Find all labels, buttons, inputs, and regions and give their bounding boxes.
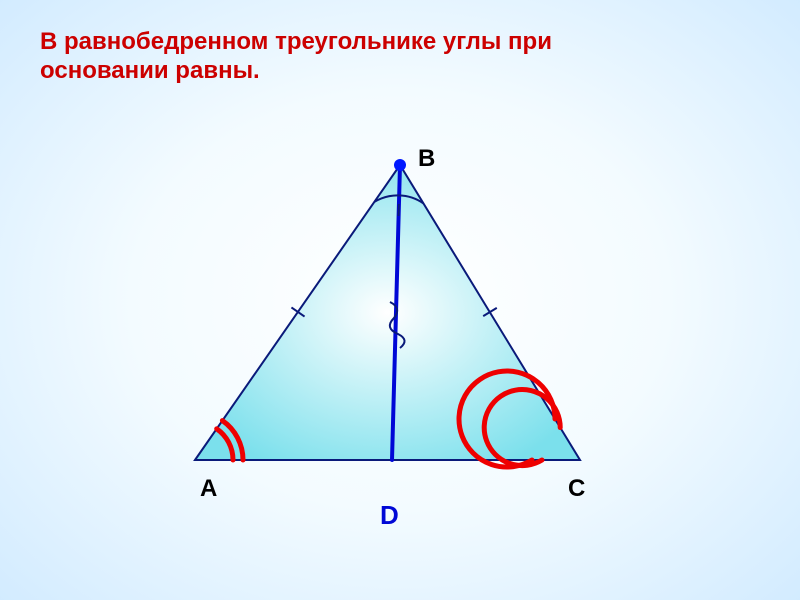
apex-point-B: [394, 159, 406, 171]
label-B: B: [418, 145, 435, 173]
slide-canvas: В равнобедренном треугольнике углы при о…: [0, 0, 800, 600]
triangle-ABC: [195, 165, 580, 460]
label-A: A: [200, 475, 217, 503]
label-D: D: [380, 500, 399, 531]
label-C: C: [568, 475, 585, 503]
triangle-diagram: [0, 0, 800, 600]
